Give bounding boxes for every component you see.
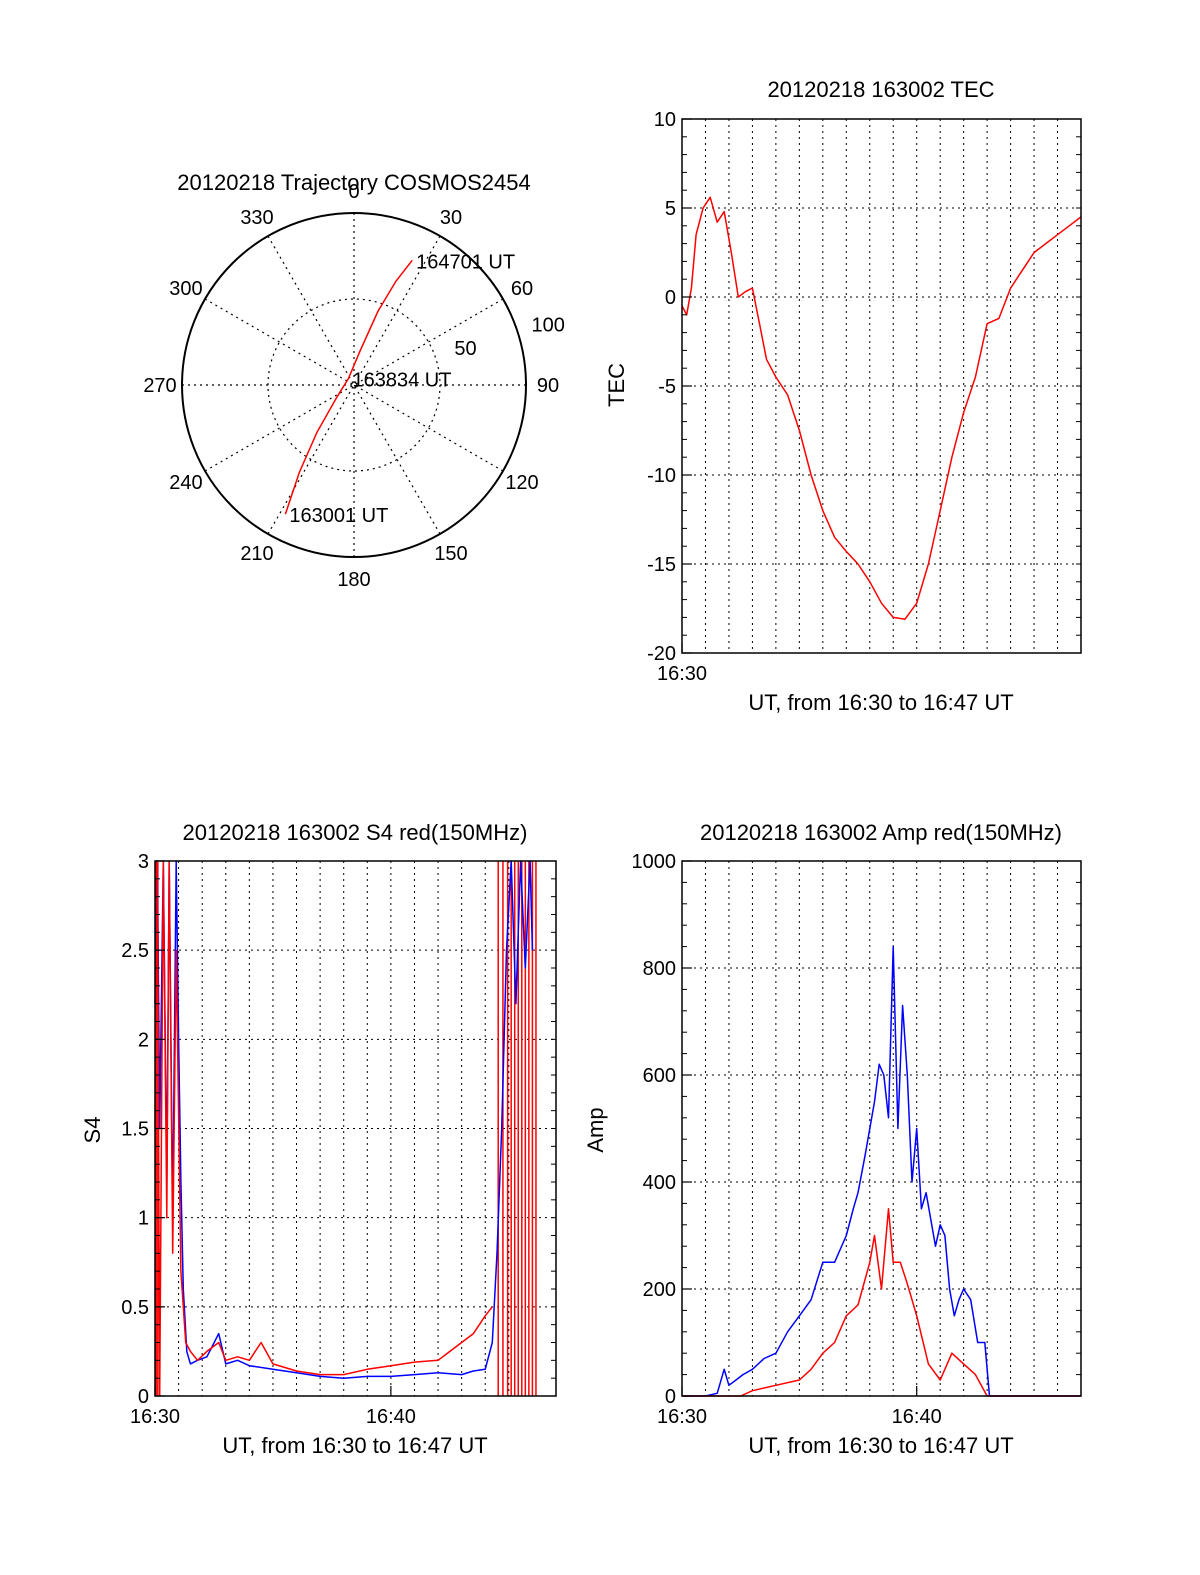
s4-ytick-label: 2.5: [121, 940, 149, 962]
tec-series-line: [681, 196, 1082, 620]
s4-chart-xlabel: UT, from 16:30 to 16:47 UT: [222, 1433, 487, 1458]
s4-ytick-label: 3: [138, 851, 149, 873]
amp-series-line: [682, 945, 1081, 1397]
amp-chart: 20120218 163002 Amp red(150MHz) UT, from…: [583, 820, 1082, 1458]
amp-ytick-label: 600: [643, 1065, 676, 1087]
amp-ytick-label: 0: [665, 1386, 676, 1408]
amp-ytick-label: 800: [643, 958, 676, 980]
amp-xtick-label: 16:40: [892, 1406, 942, 1428]
s4-ytick-label: 0: [138, 1386, 149, 1408]
s4-ytick-label: 2: [138, 1029, 149, 1051]
polar-angle-label: 120: [505, 472, 538, 494]
s4-xtick-label: 16:30: [130, 1406, 180, 1428]
polar-chart-title: 20120218 Trajectory COSMOS2454: [177, 170, 530, 195]
tec-chart-xlabel: UT, from 16:30 to 16:47 UT: [748, 690, 1013, 715]
polar-trajectory-chart: 20120218 Trajectory COSMOS2454 0 30 60 90 12…: [143, 170, 565, 591]
s4-ytick-label: 1: [138, 1208, 149, 1230]
tec-ytick-label: -15: [647, 554, 676, 576]
polar-point-label: 163001 UT: [289, 505, 388, 527]
polar-angle-label: 330: [240, 207, 273, 229]
amp-xtick-label: 16:30: [657, 1406, 707, 1428]
tec-ytick-label: 5: [665, 198, 676, 220]
polar-angle-label: 60: [511, 278, 533, 300]
polar-angle-label: 0: [348, 181, 359, 203]
polar-angle-label: 150: [434, 543, 467, 565]
polar-radial-label: 100: [531, 314, 564, 336]
polar-point-label: 163834 UT: [352, 369, 451, 391]
tec-ytick-label: 0: [665, 287, 676, 309]
tec-ytick-label: 10: [654, 109, 676, 131]
amp-chart-ylabel: Amp: [583, 1107, 608, 1152]
s4-ytick-label: 1.5: [121, 1119, 149, 1141]
amp-axes-frame: [681, 860, 1082, 1397]
amp-ytick-label: 400: [643, 1172, 676, 1194]
tec-ytick-label: -5: [658, 376, 676, 398]
s4-chart-ylabel: S4: [80, 1117, 105, 1144]
tec-ytick-label: -10: [647, 465, 676, 487]
amp-ytick-label: 1000: [632, 851, 677, 873]
tec-chart-title: 20120218 163002 TEC: [767, 77, 994, 102]
polar-trajectory-line: [284, 259, 413, 515]
polar-outer-circle: [181, 212, 527, 558]
s4-xtick-label: 16:40: [366, 1406, 416, 1428]
tec-chart-ylabel: TEC: [604, 363, 629, 407]
polar-angle-label: 180: [337, 569, 370, 591]
polar-angle-label: 90: [537, 375, 559, 397]
polar-angle-label: 240: [169, 472, 202, 494]
amp-chart-title: 20120218 163002 Amp red(150MHz): [700, 820, 1062, 845]
tec-xtick-label: 16:30: [657, 663, 707, 685]
amp-series-line: [682, 1208, 1081, 1397]
s4-chart: 20120218 163002 S4 red(150MHz) UT, from …: [80, 820, 557, 1458]
s4-ytick-label: 0.5: [121, 1297, 149, 1319]
polar-angle-label: 210: [240, 543, 273, 565]
tec-chart: 20120218 163002 TEC UT, from 16:30 to 16…: [604, 77, 1082, 715]
polar-point-label: 164701 UT: [416, 251, 515, 273]
amp-chart-xlabel: UT, from 16:30 to 16:47 UT: [748, 1433, 1013, 1458]
polar-angle-label: 270: [143, 375, 176, 397]
polar-angle-label: 300: [169, 278, 202, 300]
amp-ytick-label: 200: [643, 1279, 676, 1301]
polar-angle-label: 30: [440, 207, 462, 229]
tec-ytick-label: -20: [647, 643, 676, 665]
polar-radial-label: 50: [454, 338, 476, 360]
s4-chart-title: 20120218 163002 S4 red(150MHz): [183, 820, 528, 845]
